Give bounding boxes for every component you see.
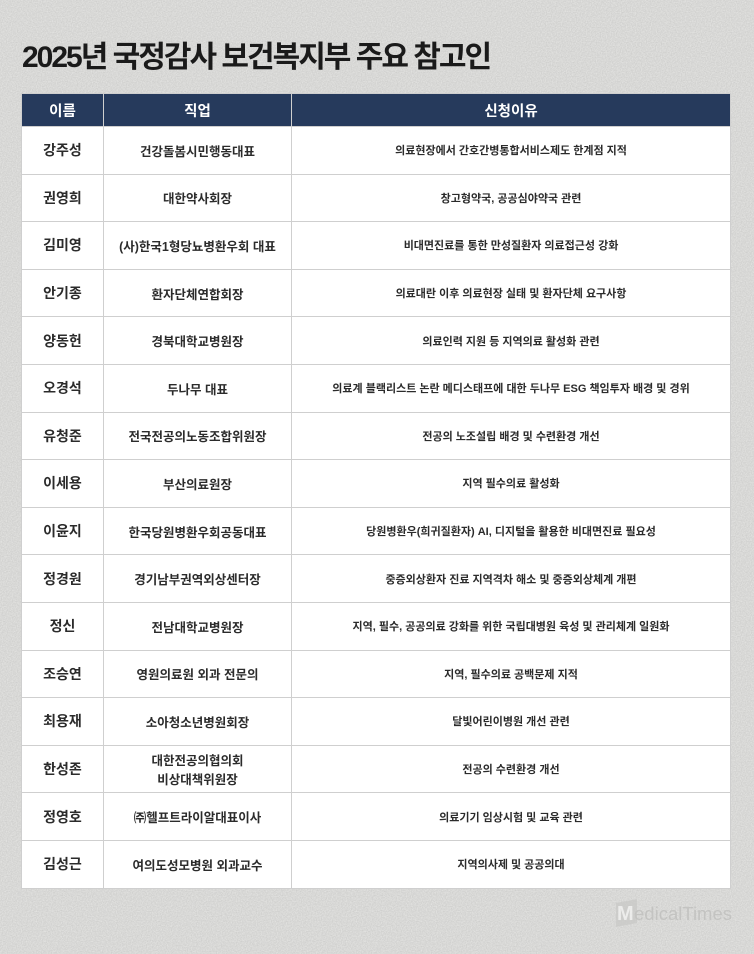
svg-text:edicalTimes: edicalTimes (634, 903, 732, 924)
svg-text:M: M (617, 903, 634, 925)
